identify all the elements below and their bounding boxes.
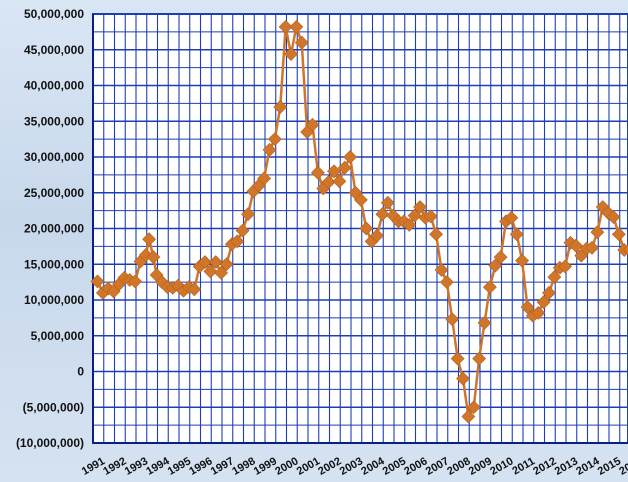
data-point-marker xyxy=(337,160,352,175)
data-point-marker xyxy=(536,295,551,310)
data-point-marker xyxy=(128,274,143,289)
data-point-marker xyxy=(230,234,245,249)
y-tick-label: 5,000,000 xyxy=(31,329,85,343)
data-point-marker xyxy=(294,35,309,50)
data-point-marker xyxy=(461,409,476,424)
data-point-marker xyxy=(353,192,368,207)
data-point-marker xyxy=(531,305,546,320)
data-point-marker xyxy=(380,195,395,210)
data-point-marker xyxy=(289,19,304,34)
y-tick-label: 50,000,000 xyxy=(24,7,84,21)
data-point-marker xyxy=(235,223,250,238)
data-point-marker xyxy=(375,207,390,222)
data-point-marker xyxy=(262,142,277,157)
data-point-marker xyxy=(208,255,223,270)
x-tick-label: 2016 xyxy=(617,455,628,478)
data-point-marker xyxy=(509,227,524,242)
grid xyxy=(92,13,628,444)
data-point-marker xyxy=(466,400,481,415)
data-point-marker xyxy=(622,244,628,256)
data-point-marker xyxy=(310,165,325,180)
y-tick-label: 35,000,000 xyxy=(24,114,84,128)
data-point-marker xyxy=(590,225,605,239)
data-point-marker xyxy=(606,210,621,224)
data-point-marker xyxy=(257,171,272,186)
data-point-marker xyxy=(370,228,384,243)
data-point-marker xyxy=(203,264,218,279)
data-point-marker xyxy=(423,209,438,224)
data-point-marker xyxy=(547,270,562,285)
data-point-marker xyxy=(472,351,487,366)
y-tick-label: 40,000,000 xyxy=(24,79,84,93)
data-point-marker xyxy=(278,19,293,34)
x-axis-ticks: 1991199219931994199519961997199819992000… xyxy=(80,455,628,478)
y-tick-label: 15,000,000 xyxy=(24,257,84,271)
data-point-marker xyxy=(402,218,417,232)
y-tick-label: 20,000,000 xyxy=(24,222,84,236)
data-point-marker xyxy=(456,371,470,386)
data-point-marker xyxy=(187,282,202,297)
data-point-marker xyxy=(305,117,320,132)
series-markers xyxy=(90,19,628,424)
y-axis-ticks: 50,000,000 45,000,000 40,000,000 35,000,000… xyxy=(16,7,84,450)
y-tick-label: (10,000,000) xyxy=(16,436,84,450)
data-point-marker xyxy=(434,263,449,277)
data-point-marker xyxy=(343,150,358,164)
y-tick-label: 25,000,000 xyxy=(24,186,84,200)
data-point-marker xyxy=(241,207,255,222)
data-point-marker xyxy=(429,227,444,242)
data-point-marker xyxy=(219,257,234,272)
data-point-marker xyxy=(558,259,573,274)
data-point-marker xyxy=(198,255,212,270)
data-point-marker xyxy=(482,280,497,295)
data-point-marker xyxy=(90,274,105,289)
data-point-marker xyxy=(214,265,229,280)
data-point-marker xyxy=(450,351,465,366)
y-tick-label: 10,000,000 xyxy=(24,293,84,307)
data-point-marker xyxy=(267,132,282,147)
data-point-marker xyxy=(332,174,347,189)
data-point-marker xyxy=(321,175,336,189)
data-point-marker xyxy=(542,285,556,300)
data-point-marker xyxy=(284,47,298,61)
data-point-marker xyxy=(504,210,519,225)
data-point-marker xyxy=(488,258,503,273)
data-point-marker xyxy=(445,312,460,327)
data-point-marker xyxy=(520,300,535,315)
data-point-marker xyxy=(273,100,288,114)
data-point-marker xyxy=(359,221,374,236)
data-point-marker xyxy=(407,208,422,223)
data-point-marker xyxy=(515,253,530,268)
data-point-marker xyxy=(568,238,583,253)
y-tick-label: 45,000,000 xyxy=(24,43,84,57)
data-point-marker xyxy=(611,227,626,242)
data-point-marker xyxy=(477,315,492,330)
data-point-marker xyxy=(439,275,454,290)
data-point-marker xyxy=(142,232,157,247)
y-tick-label: 30,000,000 xyxy=(24,150,84,164)
y-tick-label: 0 xyxy=(77,365,84,379)
data-point-marker xyxy=(493,250,508,265)
data-point-marker xyxy=(327,164,341,179)
data-point-marker xyxy=(146,250,161,265)
data-point-marker xyxy=(413,200,427,214)
y-tick-label: (5,000,000) xyxy=(23,400,84,414)
data-point-marker xyxy=(585,240,599,255)
